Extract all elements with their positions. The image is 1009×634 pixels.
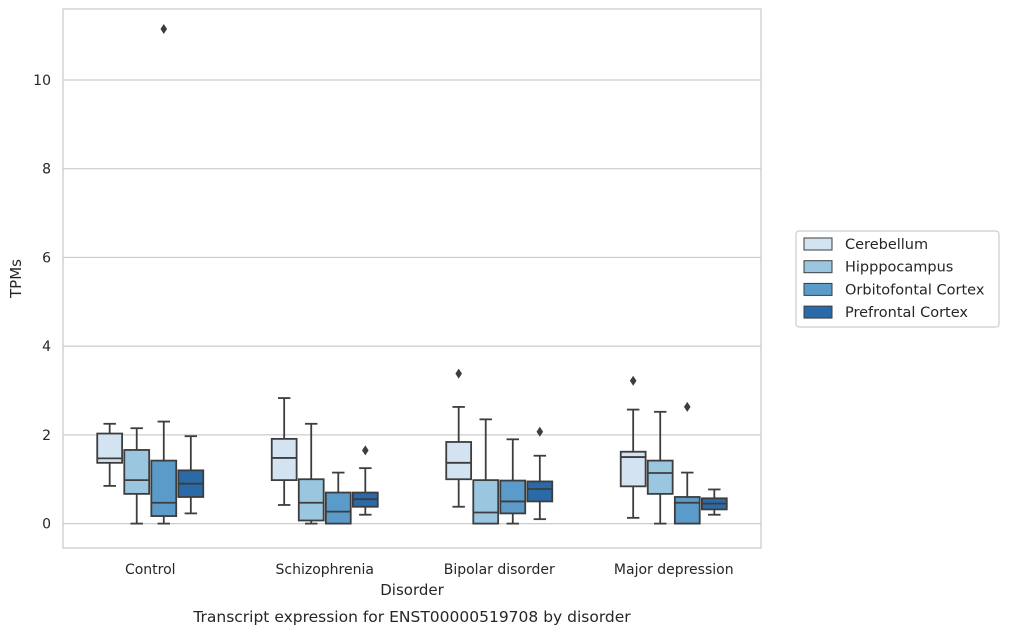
box-iqr bbox=[499, 479, 527, 515]
plot-frame bbox=[62, 8, 762, 549]
box-prefrontal-cortex bbox=[526, 426, 554, 521]
outlier-marker bbox=[455, 368, 462, 379]
box-orbitofontal-cortex bbox=[324, 471, 352, 525]
legend-frame bbox=[795, 230, 1000, 328]
outlier-marker bbox=[683, 401, 691, 412]
box-prefrontal-cortex bbox=[351, 445, 379, 516]
legend-label: Hipppocampus bbox=[845, 260, 953, 276]
box-iqr bbox=[324, 491, 352, 525]
x-tick-label: Bipolar disorder bbox=[444, 562, 555, 578]
y-tick-labels: 0 2 4 6 8 10 bbox=[33, 73, 51, 533]
outlier-marker bbox=[536, 426, 544, 437]
legend-swatch bbox=[803, 237, 833, 251]
box-hipppocampus bbox=[472, 418, 500, 525]
box-hipppocampus bbox=[123, 427, 151, 525]
box-iqr bbox=[123, 449, 151, 495]
legend: Cerebellum Hipppocampus Orbitofontal Corte… bbox=[795, 230, 1000, 328]
legend-swatch bbox=[803, 282, 833, 296]
outlier-marker bbox=[362, 445, 369, 456]
box-iqr bbox=[646, 459, 674, 495]
x-tick-label: Control bbox=[125, 562, 176, 578]
box-orbitofontal-cortex bbox=[499, 438, 527, 525]
box-iqr bbox=[270, 437, 298, 482]
box-iqr bbox=[472, 479, 500, 525]
box-hipppocampus bbox=[646, 410, 674, 525]
y-tick-label: 10 bbox=[33, 73, 51, 89]
gridlines bbox=[63, 79, 761, 525]
legend-label: Prefrontal Cortex bbox=[845, 305, 968, 321]
y-tick-label: 6 bbox=[42, 250, 51, 266]
box-cerebellum bbox=[270, 397, 298, 506]
box-cerebellum bbox=[619, 375, 647, 519]
y-tick-label: 4 bbox=[42, 339, 51, 355]
outlier-marker bbox=[629, 375, 637, 386]
legend-label: Cerebellum bbox=[845, 237, 928, 253]
box-iqr bbox=[445, 441, 473, 481]
y-tick-label: 8 bbox=[42, 162, 51, 178]
box-iqr bbox=[526, 480, 554, 503]
x-tick-labels: Control Schizophrenia Bipolar disorder Majo… bbox=[125, 562, 734, 578]
legend-swatch bbox=[803, 260, 833, 274]
x-tick-label: Schizophrenia bbox=[276, 562, 374, 578]
box-prefrontal-cortex bbox=[177, 435, 205, 515]
box-hipppocampus bbox=[297, 422, 325, 525]
legend-item: Hipppocampus bbox=[803, 260, 953, 276]
box-orbitofontal-cortex bbox=[150, 23, 178, 525]
box-iqr bbox=[673, 496, 701, 525]
legend-label: Orbitofontal Cortex bbox=[845, 282, 985, 298]
y-tick-label: 0 bbox=[42, 517, 51, 533]
box-orbitofontal-cortex bbox=[673, 401, 701, 525]
y-axis-label: TPMs bbox=[7, 259, 25, 299]
y-tick-label: 2 bbox=[42, 428, 51, 444]
x-tick-label: Major depression bbox=[614, 562, 734, 578]
box-iqr bbox=[150, 459, 178, 517]
box-cerebellum bbox=[96, 422, 124, 487]
box-prefrontal-cortex bbox=[700, 488, 728, 516]
box-plots bbox=[96, 23, 728, 525]
box-cerebellum bbox=[445, 368, 473, 508]
legend-item: Prefrontal Cortex bbox=[803, 305, 968, 321]
legend-swatch bbox=[803, 305, 833, 319]
box-iqr bbox=[297, 478, 325, 522]
legend-item: Cerebellum bbox=[803, 237, 928, 253]
legend-item: Orbitofontal Cortex bbox=[803, 282, 985, 298]
outlier-marker bbox=[160, 23, 168, 34]
caption: Transcript expression for ENST0000051970… bbox=[192, 608, 631, 626]
x-axis-label: Disorder bbox=[380, 581, 444, 599]
